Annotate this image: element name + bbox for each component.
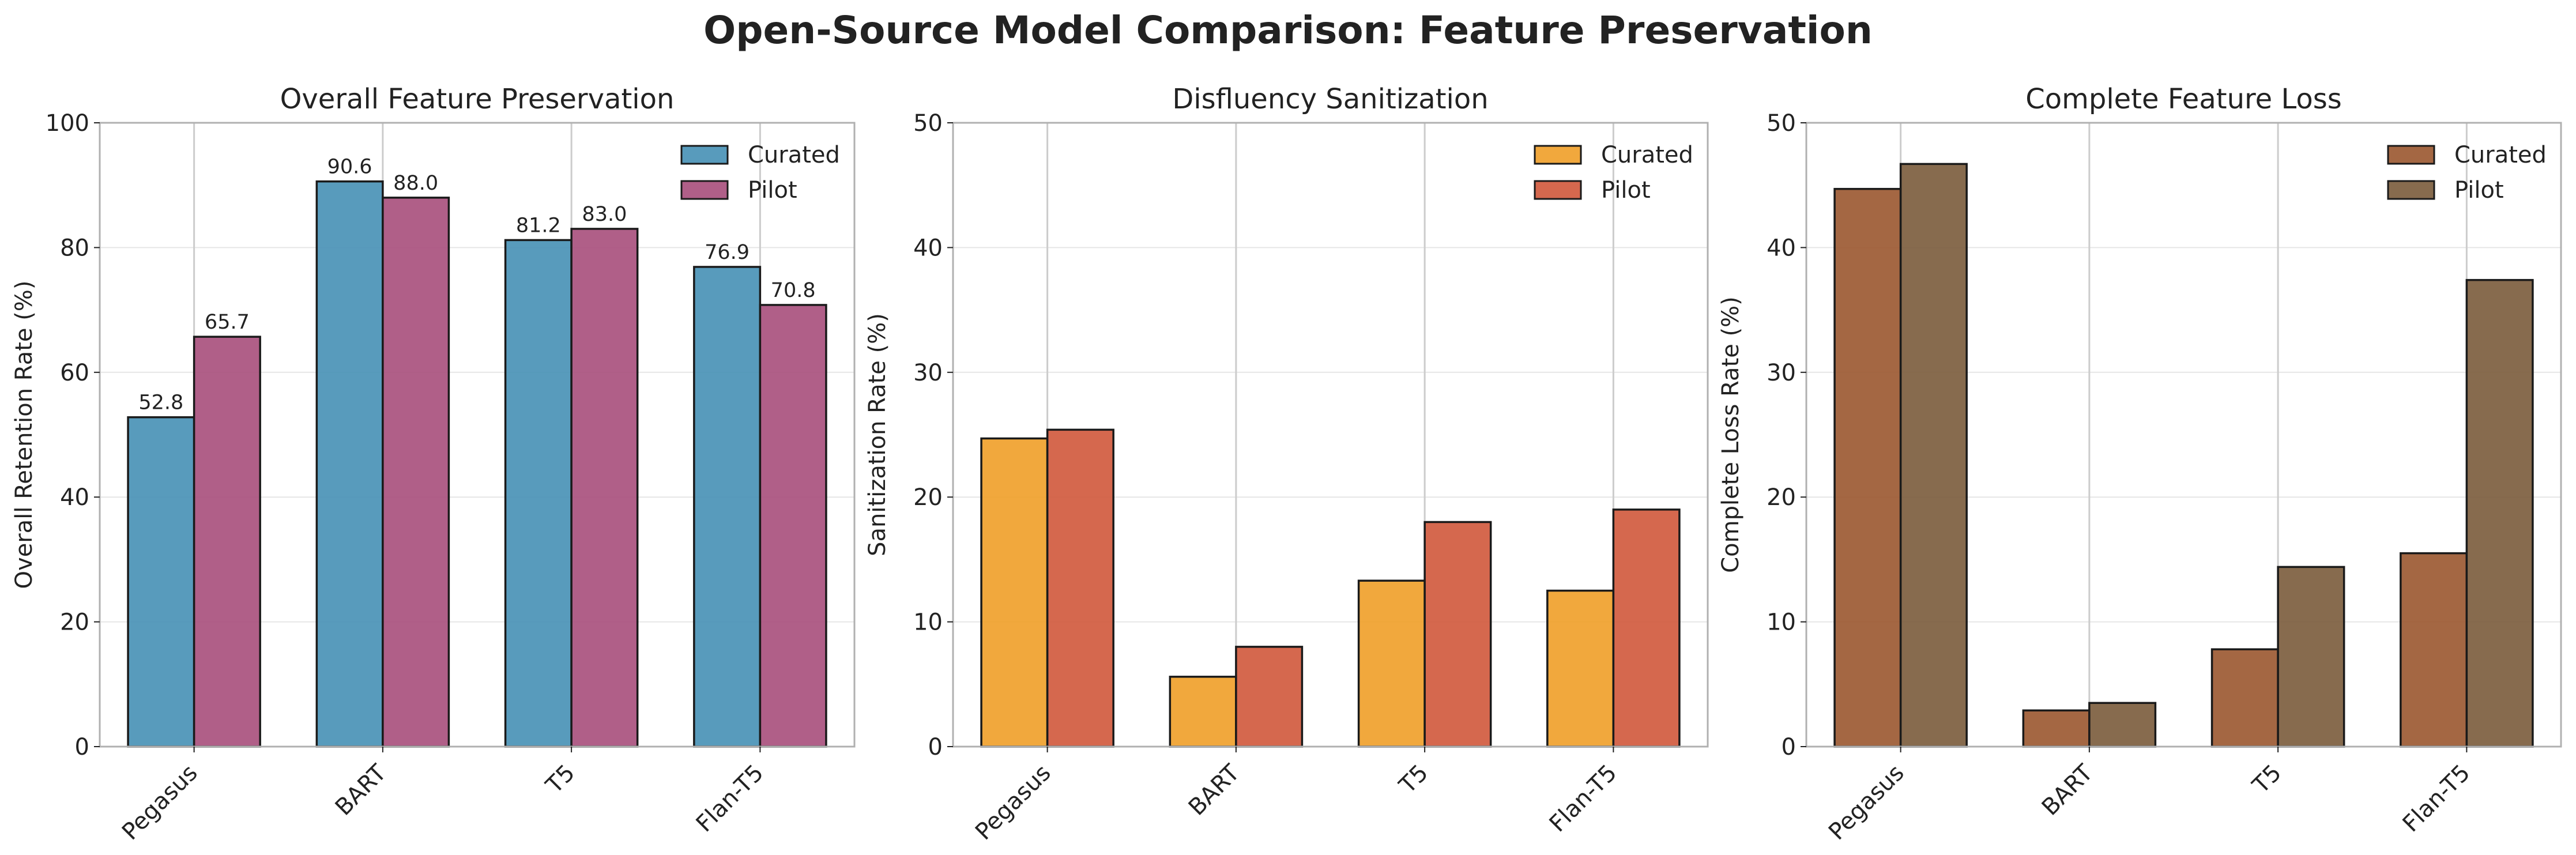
chart0-y-tick-label: 20 [60, 609, 89, 636]
chart2-bar-pilot-t5 [2277, 566, 2345, 748]
chart2-y-tick-label: 0 [1782, 734, 1796, 760]
chart2-bar-curated-t5 [2210, 648, 2279, 748]
chart1-y-tick-label: 10 [913, 609, 943, 636]
chart0-y-tick-label: 100 [46, 110, 89, 137]
chart2-y-tick-label: 40 [1767, 235, 1796, 261]
chart0-legend-label-curated: Curated [748, 142, 840, 168]
chart1-y-tick-label: 20 [913, 484, 943, 511]
chart2-bar-curated-bart [2022, 709, 2091, 748]
chart1-legend-swatch-pilot [1534, 180, 1582, 200]
chart0-axes-frame [99, 122, 856, 748]
chart0-data-label: 70.8 [771, 279, 816, 302]
chart0-y-tick-label: 40 [60, 484, 89, 511]
chart2-y-tick-label: 10 [1767, 609, 1796, 636]
chart0-y-tick-label: 0 [75, 734, 89, 760]
chart2-x-tick-label: Pegasus [1824, 760, 1910, 846]
chart0-bar-pilot-flan-t5 [759, 304, 827, 748]
chart2-y-tick-label: 20 [1767, 484, 1796, 511]
chart0-bar-curated-flan-t5 [693, 266, 762, 748]
chart0-data-label: 88.0 [393, 172, 438, 195]
chart0-legend-label-pilot: Pilot [748, 177, 797, 204]
chart0-data-label: 52.8 [138, 391, 183, 415]
figure-title: Open-Source Model Comparison: Feature Pr… [703, 8, 1873, 52]
chart1-legend-label-curated: Curated [1601, 142, 1693, 168]
chart1-y-tick-label: 30 [913, 360, 943, 386]
chart0-y-tick-label: 80 [60, 235, 89, 261]
chart1-bar-curated-t5 [1357, 579, 1426, 748]
chart2-axes-title: Complete Feature Loss [2025, 83, 2342, 115]
chart1-axes-frame [952, 122, 1709, 748]
chart0-y-tick-label: 60 [60, 360, 89, 386]
chart1-bar-pilot-t5 [1423, 521, 1492, 748]
chart0-data-label: 81.2 [516, 214, 561, 237]
chart2-axes-frame [1805, 122, 2562, 748]
chart2-x-tick-label: Flan-T5 [2398, 760, 2476, 838]
chart1-legend-swatch-curated [1534, 145, 1582, 165]
chart0-legend-swatch-curated [680, 145, 729, 165]
chart2-bar-curated-pegasus [1833, 187, 1902, 748]
chart2-y-tick-label: 30 [1767, 360, 1796, 386]
chart2-bar-pilot-flan-t5 [2465, 278, 2534, 748]
chart2-legend-swatch-pilot [2387, 180, 2435, 200]
chart2-legend-label-curated: Curated [2454, 142, 2547, 168]
chart2-legend-swatch-curated [2387, 145, 2435, 165]
chart2-bar-pilot-bart [2088, 702, 2157, 748]
chart1-bar-curated-flan-t5 [1546, 589, 1615, 748]
chart1-y-tick-label: 50 [913, 110, 943, 137]
chart0-axes-title: Overall Feature Preservation [280, 83, 675, 115]
chart2-y-axis-label: Complete Loss Rate (%) [1718, 296, 1744, 573]
chart2-bar-curated-flan-t5 [2400, 552, 2468, 748]
chart0-bar-curated-bart [315, 180, 384, 748]
chart0-data-label: 76.9 [705, 241, 750, 264]
chart0-data-label: 90.6 [327, 156, 372, 179]
chart2-x-tick-label: T5 [2247, 760, 2287, 800]
chart2-legend-label-pilot: Pilot [2454, 177, 2504, 204]
chart0-bar-pilot-pegasus [193, 336, 261, 748]
chart0-bar-curated-t5 [504, 239, 573, 748]
chart1-y-tick-label: 0 [928, 734, 943, 760]
chart0-legend-swatch-pilot [680, 180, 729, 200]
chart2-x-tick-label: BART [2037, 759, 2099, 821]
chart1-y-axis-label: Sanitization Rate (%) [864, 313, 891, 556]
chart2-bar-pilot-pegasus [1899, 163, 1968, 748]
chart2-y-tick-label: 50 [1767, 110, 1796, 137]
chart0-bar-pilot-bart [382, 197, 450, 748]
chart1-axes-title: Disfluency Sanitization [1172, 83, 1488, 115]
chart1-legend-label-pilot: Pilot [1601, 177, 1651, 204]
chart0-data-label: 65.7 [205, 311, 250, 334]
chart0-data-label: 83.0 [582, 203, 627, 226]
chart1-y-tick-label: 40 [913, 235, 943, 261]
chart0-y-axis-label: Overall Retention Rate (%) [11, 281, 37, 589]
chart1-bar-curated-pegasus [980, 437, 1049, 748]
chart1-bar-pilot-pegasus [1046, 428, 1114, 748]
